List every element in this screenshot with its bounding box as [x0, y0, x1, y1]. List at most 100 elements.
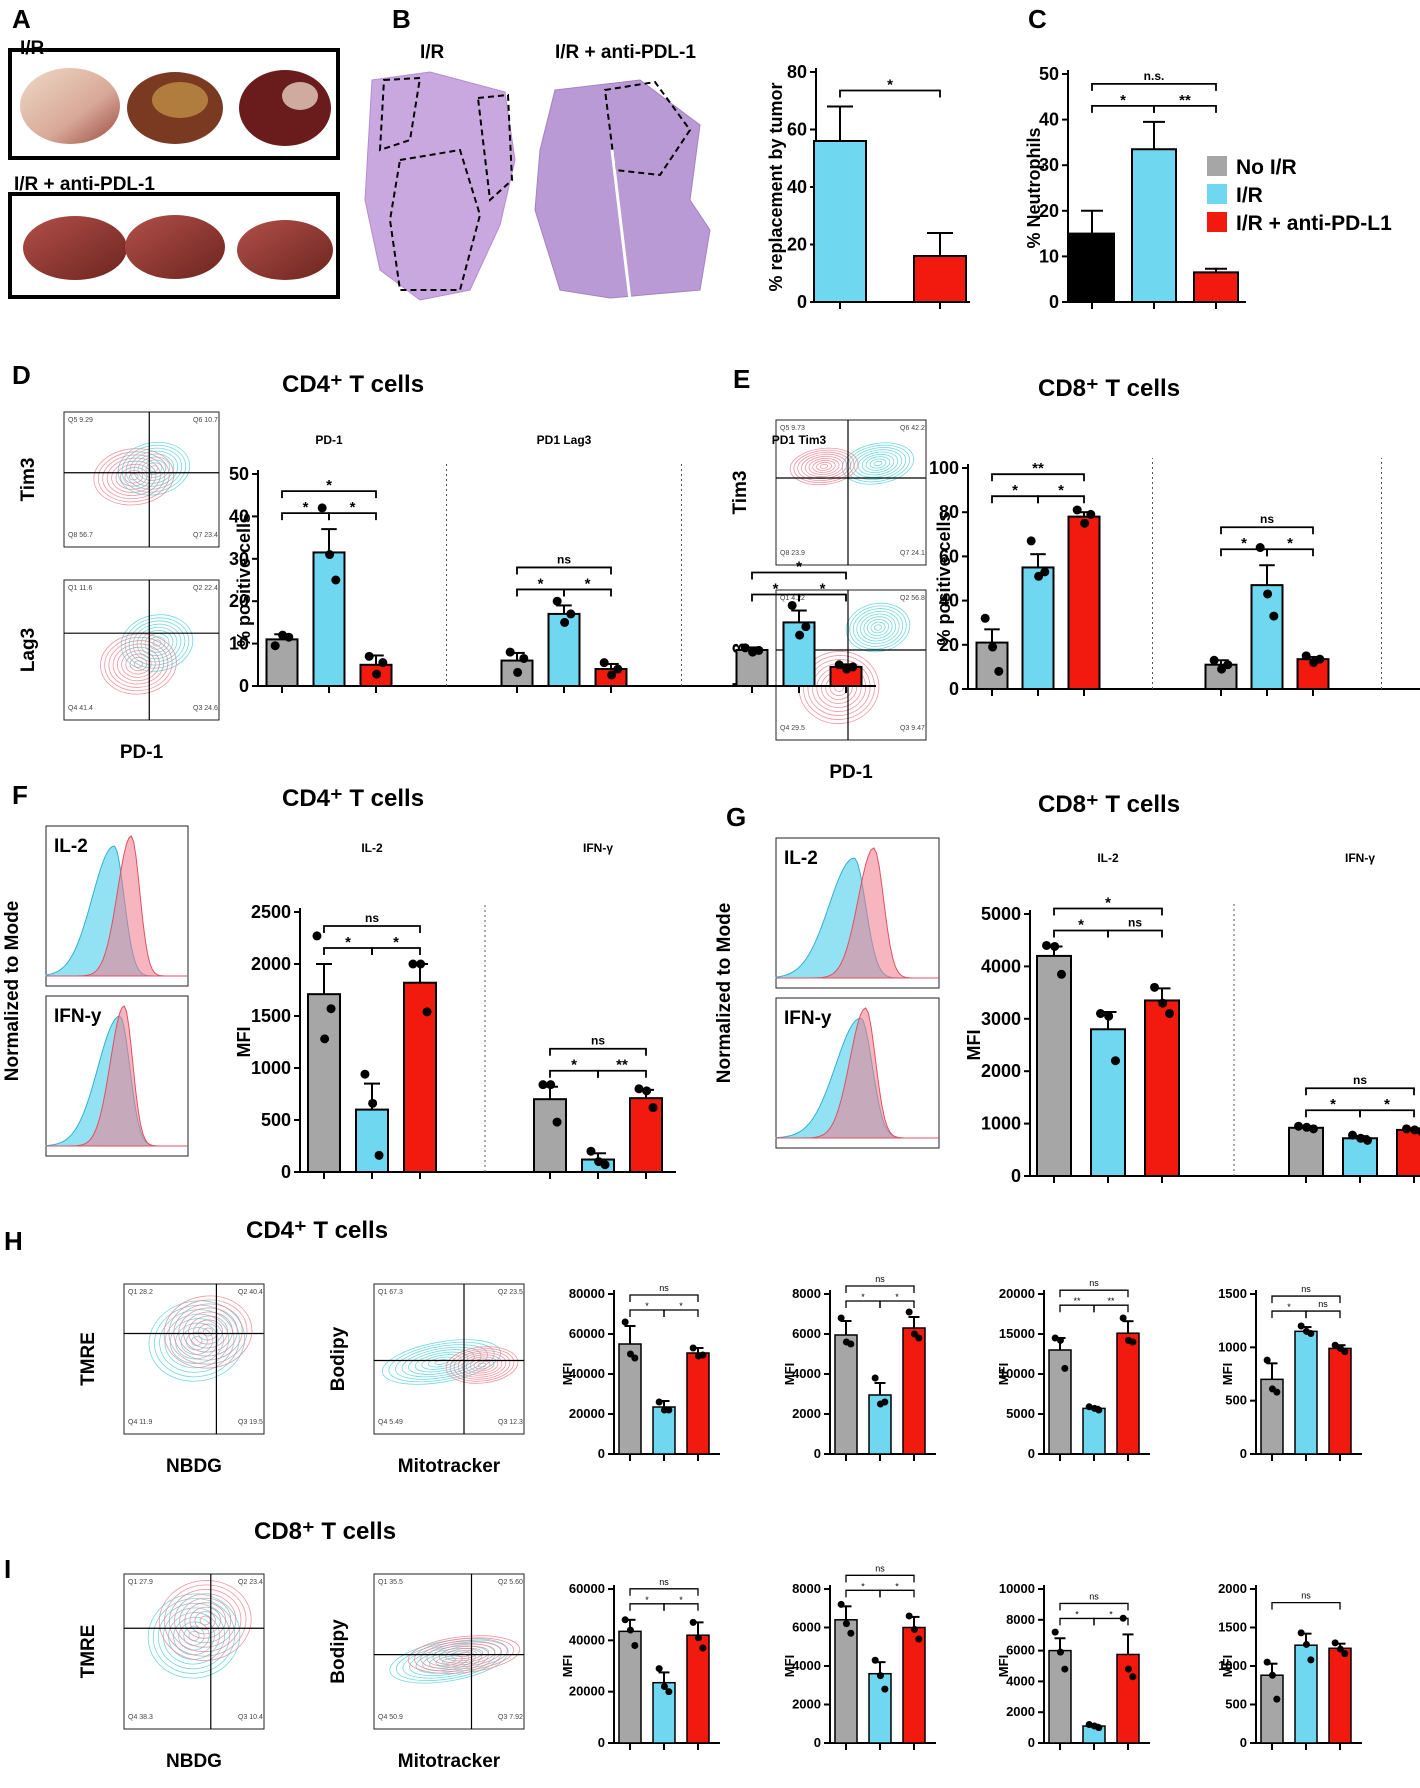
y-tick-label: 60: [787, 120, 807, 140]
plot-frame: [373, 1283, 525, 1435]
significance-label: ns: [1260, 512, 1274, 526]
y-tick-label: 50: [1039, 64, 1059, 84]
data-point: [364, 651, 374, 661]
panel-c: C: [1028, 4, 1047, 34]
data-point: [416, 959, 426, 969]
bar: [618, 1343, 642, 1455]
data-point: [1308, 1124, 1318, 1134]
data-point: [1416, 1127, 1420, 1136]
data-point: [1051, 1628, 1059, 1636]
bar: [1036, 954, 1072, 1177]
data-point: [1080, 518, 1090, 528]
significance-label: *: [1105, 894, 1111, 911]
significance-label: ns: [875, 1563, 885, 1573]
data-point: [1129, 1338, 1137, 1346]
contour-line: [421, 1354, 462, 1370]
data-point: [331, 575, 341, 585]
contour-line: [457, 1352, 507, 1378]
significance-label: *: [861, 1581, 865, 1591]
chart-d: 0 10 20 30 40 50 % positive cells PD-1 * * * PD1 La…: [229, 433, 876, 696]
panel-i: I CD8⁺ T cells: [4, 1518, 396, 1584]
contour-line: [163, 1295, 253, 1369]
bar: [1250, 584, 1284, 691]
y-axis-label: MFI: [234, 1027, 254, 1058]
data-point: [1086, 509, 1096, 519]
contour-line: [381, 1339, 502, 1385]
bar: [1067, 515, 1101, 690]
panel-i-label: I: [4, 1554, 11, 1584]
significance-bracket: [1059, 1617, 1095, 1626]
contour-line: [407, 1635, 521, 1674]
significance-label: *: [1287, 535, 1293, 552]
significance-bracket: [1305, 1310, 1341, 1319]
y-tick-label: 4000: [981, 956, 1021, 976]
significance-label: *: [538, 575, 544, 592]
contour-line: [185, 1331, 208, 1351]
y-tick-label: 30: [229, 549, 249, 569]
data-point: [270, 641, 280, 651]
data-point: [566, 609, 576, 619]
bar: [902, 1327, 926, 1455]
data-point: [505, 647, 515, 657]
contour-line: [442, 1657, 456, 1664]
y-axis-label: MFI: [996, 1363, 1011, 1385]
contour-line: [461, 1354, 503, 1376]
data-point: [360, 1069, 370, 1079]
significance-label: *: [585, 575, 591, 592]
data-point: [1331, 1341, 1339, 1349]
contour-line: [807, 659, 871, 716]
panel-e-title: CD8⁺ T cells: [1038, 375, 1180, 402]
y-tick-label: 100: [929, 458, 959, 478]
panel-h: H CD4⁺ T cells: [4, 1217, 388, 1256]
contour-line: [152, 639, 162, 647]
y-axis-label: MFI: [560, 1655, 575, 1677]
panel-c-label: C: [1028, 4, 1047, 34]
flow-x-label: NBDG: [166, 1751, 222, 1772]
data-point: [613, 664, 623, 674]
panel-d-title: CD4⁺ T cells: [282, 371, 424, 398]
contour-line: [173, 1616, 215, 1656]
significance-label: ns: [1089, 1278, 1099, 1288]
hist-curve-anti: [46, 835, 188, 977]
data-point: [1056, 1648, 1064, 1656]
y-tick-label: 20000: [999, 1286, 1035, 1301]
y-tick-label: 1000: [1218, 1658, 1247, 1673]
y-tick-label: 2000: [792, 1697, 821, 1712]
significance-label: *: [679, 1595, 683, 1605]
data-point: [848, 662, 858, 672]
bar: [1090, 1028, 1126, 1178]
data-point: [378, 658, 388, 668]
significance-label: *: [861, 1292, 865, 1302]
y-tick-label: 60000: [569, 1581, 605, 1596]
flow-x-label: PD-1: [120, 742, 164, 763]
y-tick-label: 2500: [251, 902, 291, 922]
data-point: [1085, 1403, 1093, 1411]
data-point: [372, 669, 382, 679]
y-axis-label: MFI: [782, 1655, 797, 1677]
data-point: [1297, 1322, 1305, 1330]
flow-x-label: PD-1: [829, 762, 873, 783]
data-point: [795, 630, 805, 640]
panel-e-label: E: [733, 364, 750, 394]
significance-label: *: [820, 581, 826, 598]
hist-y-label: Normalized to Mode: [714, 903, 735, 1084]
contour-line: [129, 656, 148, 672]
significance-label: *: [1109, 1609, 1113, 1619]
contour-line: [797, 451, 851, 481]
chart-h3: 0 5000 10000 15000 20000 MFI ** ** ns: [996, 1278, 1150, 1461]
hist-y-label: Normalized to Mode: [2, 901, 23, 1082]
y-tick-label: 0: [949, 679, 959, 699]
quadrant-label: Q6 42.2: [900, 425, 925, 432]
y-axis-label: % replacement by tumor: [766, 82, 786, 291]
y-axis-label: % positive cells: [934, 511, 954, 645]
panel-e: E CD8⁺ T cells: [733, 364, 1180, 402]
contour-line: [420, 1639, 508, 1670]
bar: [686, 1634, 710, 1744]
y-tick-label: 1500: [251, 1006, 291, 1026]
contour-line: [202, 1327, 214, 1337]
contour-line: [395, 1344, 488, 1380]
y-tick-label: 40: [787, 177, 807, 197]
